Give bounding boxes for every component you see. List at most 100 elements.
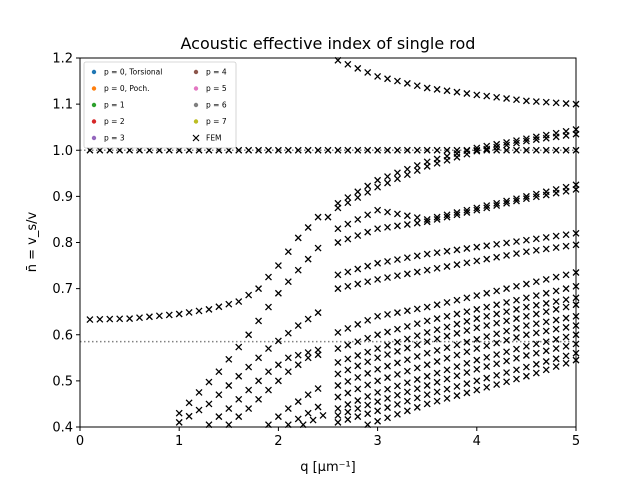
fem-point — [374, 275, 382, 283]
fem-point — [274, 337, 282, 345]
fem-point — [344, 389, 352, 397]
fem-point — [522, 331, 530, 339]
fem-point — [384, 374, 391, 382]
fem-point — [473, 305, 481, 313]
fem-point — [483, 322, 491, 329]
fem-point — [354, 373, 362, 381]
fem-point — [344, 401, 352, 408]
fem-point — [364, 211, 372, 219]
fem-point — [374, 72, 382, 80]
chart-title: Acoustic effective index of single rod — [181, 34, 476, 53]
fem-point — [354, 64, 362, 72]
fem-point — [493, 319, 501, 327]
fem-point — [473, 147, 481, 155]
fem-point — [393, 400, 401, 408]
x-tick-label: 2 — [274, 434, 282, 449]
fem-point — [384, 362, 391, 370]
fem-point — [552, 189, 560, 197]
fem-point — [215, 391, 223, 399]
fem-point — [324, 213, 332, 221]
fem-point — [453, 153, 461, 161]
fem-point — [503, 308, 511, 316]
fem-point — [513, 238, 520, 246]
fem-point — [513, 375, 520, 383]
fem-point — [393, 338, 401, 346]
fem-point — [522, 192, 530, 200]
fem-point — [354, 397, 362, 404]
fem-point — [552, 298, 560, 305]
fem-point — [354, 413, 362, 421]
fem-branch-14 — [334, 282, 580, 353]
fem-point — [284, 354, 292, 362]
fem-point — [413, 385, 421, 393]
fem-point — [513, 315, 520, 323]
fem-point — [334, 146, 342, 154]
fem-point — [453, 329, 461, 337]
fem-point — [562, 271, 570, 279]
fem-point — [483, 333, 491, 341]
axes-ticks: 0 1 2 3 4 5 0.4 0.5 0.6 0.7 0.8 0.9 1.0 1.1 1.2 — [52, 52, 580, 450]
x-tick-label: 5 — [572, 434, 580, 449]
fem-point — [284, 329, 292, 337]
fem-point — [364, 410, 372, 418]
fem-point — [493, 287, 501, 295]
fem-point — [393, 169, 401, 177]
fem-point — [304, 354, 312, 362]
fem-branch-19 — [334, 312, 580, 389]
fem-point — [294, 146, 302, 154]
y-tick-label: 1.2 — [52, 52, 73, 67]
fem-point — [552, 345, 560, 353]
fem-point — [552, 355, 560, 363]
fem-point — [542, 98, 550, 106]
fem-point — [453, 382, 461, 390]
fem-point — [473, 146, 481, 154]
fem-point — [384, 274, 391, 282]
fem-point — [374, 146, 382, 154]
fem-point — [215, 303, 223, 311]
fem-point — [463, 348, 471, 356]
fem-point — [86, 316, 94, 323]
fem-branch-3 — [86, 213, 332, 323]
fem-point — [106, 315, 114, 323]
fem-point — [374, 259, 382, 267]
fem-point — [334, 285, 342, 293]
fem-point — [175, 310, 183, 318]
fem-point — [423, 328, 431, 336]
fem-point — [403, 146, 411, 154]
fem-point — [235, 298, 243, 305]
fem-point — [522, 135, 530, 143]
fem-point — [393, 382, 401, 390]
fem-point — [532, 340, 540, 348]
legend-item: p = 6 — [193, 101, 227, 110]
fem-point — [513, 282, 520, 290]
fem-point — [433, 146, 441, 154]
fem-point — [513, 250, 520, 258]
x-tick-label: 4 — [473, 434, 481, 449]
fem-point — [453, 392, 461, 400]
fem-point — [384, 146, 391, 154]
fem-point — [413, 320, 421, 328]
fem-point — [513, 305, 520, 313]
fem-point — [562, 146, 570, 154]
fem-point — [542, 318, 550, 326]
fem-branch-16 — [334, 294, 580, 366]
fem-point — [522, 372, 530, 380]
fem-point — [334, 393, 342, 401]
fem-point — [364, 278, 372, 286]
fem-point — [562, 296, 570, 304]
fem-point — [334, 370, 342, 378]
fem-point — [175, 409, 183, 417]
legend-marker — [91, 86, 97, 91]
fem-point — [433, 213, 441, 221]
fem-point — [413, 82, 421, 90]
fem-point — [255, 285, 263, 293]
fem-point — [245, 146, 253, 154]
fem-point — [393, 309, 401, 317]
fem-point — [265, 368, 272, 376]
fem-point — [344, 220, 352, 228]
fem-point — [364, 358, 372, 366]
fem-point — [423, 372, 431, 380]
legend-item: p = 2 — [91, 117, 125, 126]
fem-point — [453, 88, 461, 96]
fem-point — [314, 351, 322, 359]
